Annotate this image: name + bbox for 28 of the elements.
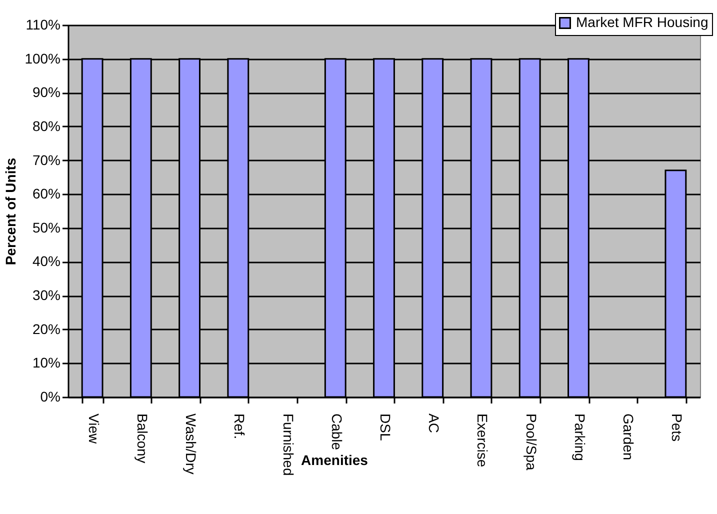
- y-tick-label: 90%: [32, 84, 60, 100]
- x-tick-label: AC: [426, 414, 442, 433]
- y-tick-label: 60%: [32, 186, 60, 202]
- y-axis-title: Percent of Units: [2, 158, 19, 266]
- x-tick-label: View: [86, 414, 102, 444]
- y-tick-label: 40%: [32, 253, 60, 270]
- x-tick-label: Pets: [669, 414, 686, 442]
- x-tick-label: Pool/Spa: [523, 414, 540, 471]
- x-tick-label: Parking: [572, 414, 588, 461]
- y-tick-label: 0%: [40, 388, 60, 404]
- y-tick-label: 110%: [26, 16, 60, 32]
- x-tick-label: Exercise: [474, 414, 491, 468]
- y-tick-label: 50%: [32, 219, 60, 236]
- x-tick-label: Balcony: [134, 414, 150, 464]
- y-tick-label: 30%: [32, 287, 60, 304]
- y-tick-label: 80%: [32, 118, 60, 134]
- x-tick-label: Furnished: [280, 414, 296, 476]
- y-tick-label: 10%: [32, 354, 60, 371]
- x-tick-label: Cable: [328, 414, 345, 450]
- legend-label: Market MFR Housing: [576, 14, 708, 30]
- x-tick-label: Wash/Dry: [183, 414, 200, 474]
- x-tick-label: Ref.: [232, 414, 248, 440]
- y-tick-label: 70%: [32, 152, 60, 168]
- y-tick-label: 20%: [32, 320, 60, 337]
- x-tick-label: DSL: [378, 414, 394, 441]
- x-tick-label: Garden: [620, 414, 637, 460]
- y-tick-label: 100%: [24, 50, 60, 66]
- x-axis-title: Amenities: [301, 452, 368, 468]
